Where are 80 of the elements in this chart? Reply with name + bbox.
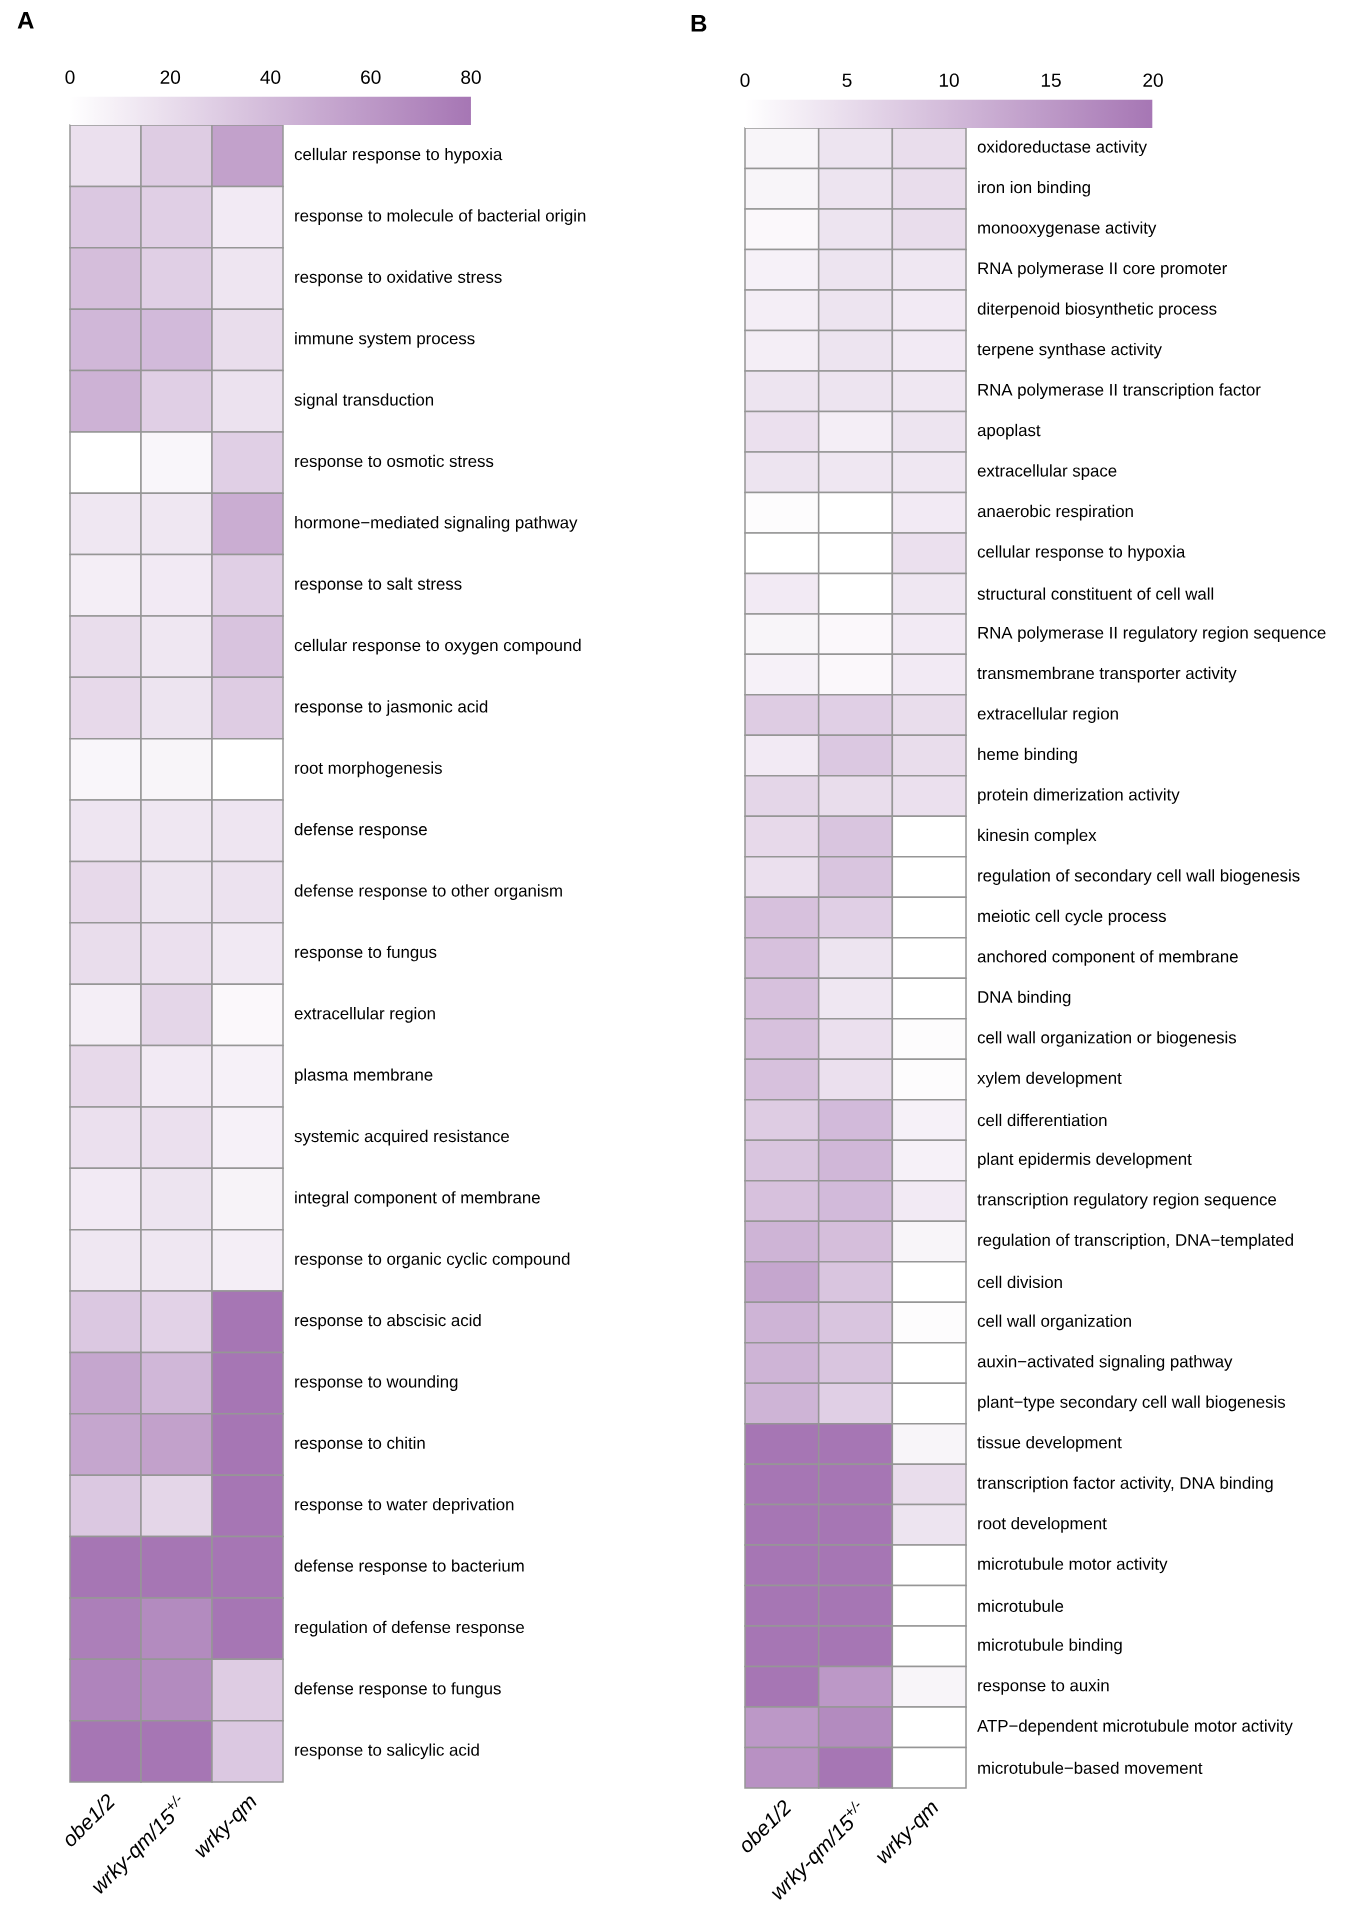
y-tick-label: response to osmotic stress <box>295 454 494 471</box>
y-tick-label: microtubule binding <box>978 1638 1122 1655</box>
color-bar-label: 80 <box>461 70 481 84</box>
y-tick-label: kinesin complex <box>978 828 1097 845</box>
y-tick-label: defense response to other organism <box>294 884 562 900</box>
y-tick-label: transcription regulatory region sequence <box>977 1193 1277 1209</box>
y-tick-label: regulation of transcription, DNA−templated <box>978 1233 1293 1250</box>
y-tick-label: microtubule <box>978 1599 1064 1612</box>
y-tick-label: RNA polymerase II regulatory region sequence <box>978 626 1326 642</box>
y-tick-label: response to chitin <box>295 1436 425 1453</box>
y-tick-label: response to fungus <box>295 945 437 962</box>
y-tick-label: root development <box>978 1517 1107 1533</box>
y-tick-label: xylem development <box>977 1071 1122 1088</box>
y-tick-label: cell differentiation <box>977 1113 1107 1127</box>
y-tick-label: cellular response to hypoxia <box>977 545 1186 561</box>
color-bar-label: 15 <box>1041 73 1061 87</box>
y-tick-label: response to water deprivation <box>295 1498 514 1514</box>
color-bar-label: 20 <box>1143 73 1163 87</box>
y-tick-label: plasma membrane <box>295 1068 433 1085</box>
y-tick-label: regulation of secondary cell wall biogenesis <box>978 869 1300 885</box>
y-tick-label: extracellular region <box>294 1007 435 1023</box>
y-tick-label: response to wounding <box>295 1375 458 1391</box>
y-tick-label: apoplast <box>977 423 1041 440</box>
color-bar-label: 0 <box>740 73 750 87</box>
y-tick-label: heme binding <box>978 747 1077 764</box>
color-bar-label: 0 <box>65 70 75 84</box>
y-tick-label: plant−type secondary cell wall biogenesis <box>978 1395 1286 1412</box>
color-bar-label: 40 <box>260 70 281 84</box>
y-tick-label: immune system process <box>295 332 475 348</box>
y-tick-label: response to abscisic acid <box>295 1313 481 1330</box>
y-tick-label: terpene synthase activity <box>977 342 1162 359</box>
y-tick-label: iron ion binding <box>978 180 1090 197</box>
y-tick-label: monooxygenase activity <box>978 221 1157 238</box>
y-tick-label: cellular response to hypoxia <box>294 147 503 164</box>
y-tick-label: hormone−mediated signaling pathway <box>295 516 578 532</box>
color-bar-label: 5 <box>842 73 852 87</box>
y-tick-label: cellular response to oxygen compound <box>294 638 581 655</box>
y-tick-label: cell division <box>977 1275 1062 1289</box>
y-tick-label: microtubule−based movement <box>978 1761 1203 1774</box>
y-tick-label: signal transduction <box>294 393 434 410</box>
y-tick-label: defense response <box>294 822 427 839</box>
y-tick-label: response to salt stress <box>295 577 462 594</box>
y-tick-label: regulation of defense response <box>295 1620 524 1637</box>
color-bar-label: 60 <box>361 70 381 84</box>
color-bar-label: 10 <box>939 73 959 87</box>
y-tick-label: cell wall organization or biogenesis <box>977 1031 1237 1047</box>
y-tick-label: response to organic cyclic compound <box>295 1252 570 1269</box>
y-tick-label: meiotic cell cycle process <box>978 909 1166 926</box>
y-tick-label: defense response to bacterium <box>294 1559 524 1576</box>
chart-title: B <box>691 15 707 32</box>
y-tick-label: diterpenoid biosynthetic process <box>977 302 1217 319</box>
y-tick-label: defense response to fungus <box>294 1682 501 1698</box>
y-tick-label: anaerobic respiration <box>977 504 1133 521</box>
y-tick-label: systemic acquired resistance <box>294 1129 509 1146</box>
y-tick-label: RNA polymerase II transcription factor <box>978 383 1261 400</box>
y-tick-label: integral component of membrane <box>295 1191 540 1207</box>
color-bar-label: 20 <box>160 70 181 84</box>
y-tick-label: plant epidermis development <box>978 1152 1192 1169</box>
y-tick-label: microtubule motor activity <box>978 1557 1168 1574</box>
chart-title: A <box>17 12 34 29</box>
y-tick-label: transcription factor activity, DNA binding <box>977 1476 1273 1493</box>
y-tick-label: DNA binding <box>978 990 1071 1007</box>
y-tick-label: response to oxidative stress <box>295 270 502 287</box>
y-tick-label: auxin−activated signaling pathway <box>977 1355 1233 1371</box>
y-tick-label: response to molecule of bacterial origin <box>295 209 586 225</box>
y-tick-label: tissue development <box>977 1436 1122 1452</box>
y-tick-label: extracellular space <box>977 464 1117 480</box>
y-tick-label: response to auxin <box>978 1678 1109 1695</box>
y-tick-label: ATP−dependent microtubule motor activity <box>977 1719 1293 1736</box>
y-tick-label: response to jasmonic acid <box>295 700 488 716</box>
y-tick-label: extracellular region <box>977 707 1118 723</box>
y-tick-label: root morphogenesis <box>295 761 442 778</box>
y-tick-label: cell wall organization <box>977 1314 1131 1331</box>
y-tick-label: RNA polymerase II core promoter <box>978 261 1227 278</box>
y-tick-label: anchored component of membrane <box>977 950 1238 966</box>
y-tick-label: structural constituent of cell wall <box>977 587 1214 600</box>
y-tick-label: response to salicylic acid <box>295 1743 479 1760</box>
y-tick-label: transmembrane transporter activity <box>977 666 1237 683</box>
y-tick-label: protein dimerization activity <box>978 788 1180 804</box>
y-tick-label: oxidoreductase activity <box>977 140 1147 157</box>
